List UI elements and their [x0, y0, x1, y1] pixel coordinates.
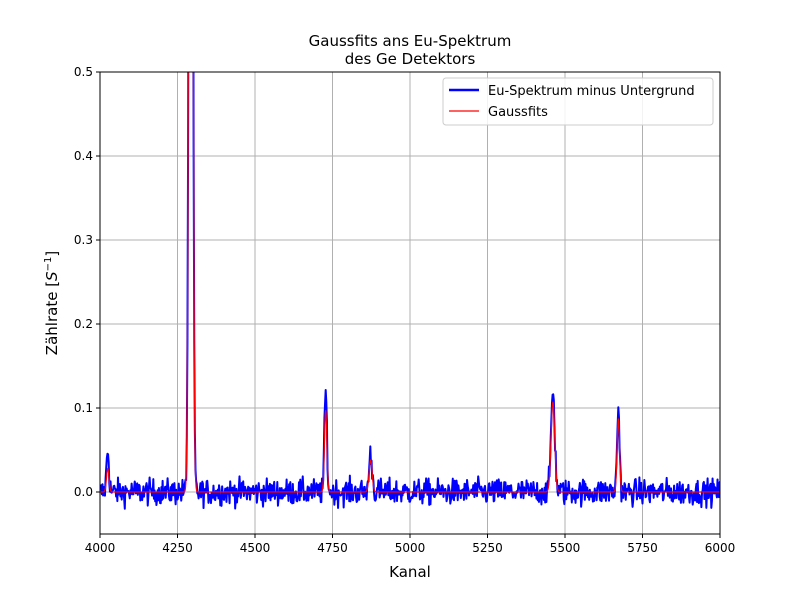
- x-tick-label: 4250: [162, 541, 193, 555]
- y-tick-label: 0.0: [74, 485, 93, 499]
- y-axis-label-text: Zählrate [: [43, 281, 61, 355]
- series-line-gaussfits: [100, 72, 720, 493]
- x-tick-label: 5250: [472, 541, 503, 555]
- x-axis-ticks: 4000 4250 4500 4750 5000 5250 5500 5750 6000: [85, 534, 736, 555]
- x-tick-label: 5500: [550, 541, 581, 555]
- legend-box: [442, 77, 714, 126]
- legend: Eu-Spektrum minus Untergrund Gaussfits: [442, 77, 714, 126]
- x-axis-label: Kanal: [389, 563, 431, 581]
- y-axis-label-exponent: −1: [43, 257, 54, 272]
- y-axis-label-close: ]: [43, 251, 61, 257]
- legend-label-gaussfits: Gaussfits: [488, 105, 548, 120]
- x-tick-label: 5750: [627, 541, 658, 555]
- y-axis-label: Zählrate [S−1]: [43, 251, 61, 355]
- chart-title-line2: des Ge Detektors: [345, 50, 476, 68]
- y-tick-label: 0.1: [74, 401, 93, 415]
- y-tick-label: 0.3: [74, 233, 93, 247]
- x-tick-label: 4750: [317, 541, 348, 555]
- y-tick-label: 0.2: [74, 317, 93, 331]
- legend-label-eu-spektrum: Eu-Spektrum minus Untergrund: [488, 84, 695, 99]
- x-tick-label: 5000: [395, 541, 426, 555]
- chart-title-line1: Gaussfits ans Eu-Spektrum: [309, 32, 512, 50]
- x-tick-label: 4500: [240, 541, 271, 555]
- x-tick-label: 4000: [85, 541, 116, 555]
- x-tick-label: 6000: [705, 541, 736, 555]
- y-tick-label: 0.4: [74, 149, 93, 163]
- y-tick-label: 0.5: [74, 65, 93, 79]
- y-axis-label-unit: S: [43, 271, 61, 281]
- y-axis-ticks: 0.0 0.1 0.2 0.3 0.4 0.5: [74, 65, 100, 499]
